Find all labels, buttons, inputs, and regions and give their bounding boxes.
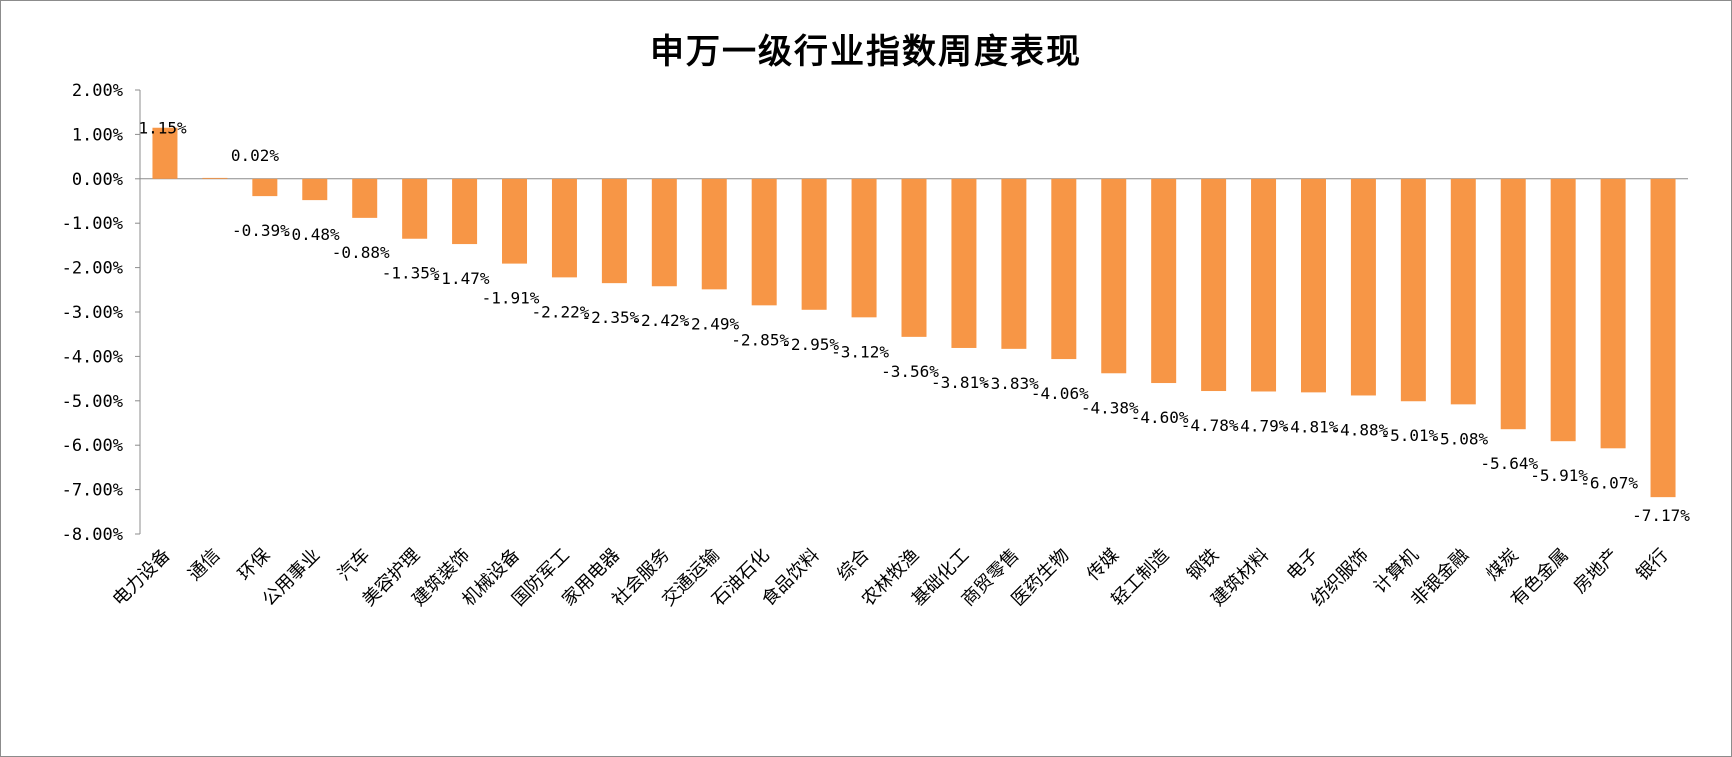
bar <box>701 178 727 290</box>
y-tick-label: -2.00% <box>62 259 123 279</box>
bar <box>651 178 677 287</box>
category-label: 房地产 <box>1570 545 1623 598</box>
data-label: -4.88% <box>1331 420 1389 439</box>
data-label: -4.78% <box>1181 416 1239 435</box>
bar <box>252 178 278 197</box>
bar <box>1350 178 1376 396</box>
bar-layer <box>152 127 1676 498</box>
y-tick-label: 2.00% <box>72 81 123 101</box>
label-layer: 1.15% 0.02% -0.39%-0.48%-0.88% -1.35%-1.47%… <box>138 119 1690 525</box>
data-label: -5.91% <box>1530 466 1588 485</box>
data-label: -5.64% <box>1480 454 1538 473</box>
data-label: -5.01% <box>1380 426 1438 445</box>
bar <box>551 178 577 278</box>
data-label: -4.38% <box>1081 398 1139 417</box>
data-label: -5.08% <box>1430 429 1488 448</box>
bar <box>452 178 478 245</box>
data-label: -0.48% <box>282 225 340 244</box>
y-tick-label: 0.00% <box>72 170 123 190</box>
bar <box>352 178 378 218</box>
bar <box>1151 178 1177 384</box>
bar <box>1300 178 1326 393</box>
bar <box>1201 178 1227 392</box>
y-tick-label: -6.00% <box>62 436 123 456</box>
data-label: -1.35% <box>382 264 440 283</box>
data-label: -1.47% <box>432 269 490 288</box>
y-tick-label: -4.00% <box>62 347 123 367</box>
bar <box>1550 178 1576 442</box>
data-label: -2.22% <box>532 302 590 321</box>
data-label: -4.60% <box>1131 408 1189 427</box>
category-label: 煤炭 <box>1482 545 1522 585</box>
data-label: -2.35% <box>581 308 639 327</box>
category-label: 电子 <box>1283 545 1323 585</box>
y-tick-label: 1.00% <box>72 125 123 145</box>
data-label: -3.81% <box>931 373 989 392</box>
y-tick-label: -3.00% <box>62 303 123 323</box>
y-tick-label: -7.00% <box>62 481 123 501</box>
category-label: 环保 <box>234 545 274 585</box>
bar <box>1650 178 1676 498</box>
category-label: 电力设备 <box>109 545 175 611</box>
data-label: -2.49% <box>681 314 739 333</box>
bar <box>502 178 528 264</box>
data-label: -1.91% <box>482 289 540 308</box>
bar <box>1450 178 1476 405</box>
axis-layer: 2.00% 1.00% 0.00% -1.00% -2.00% -3.00% -4.00% -… <box>62 81 1688 545</box>
data-label: -7.17% <box>1632 506 1690 525</box>
bar <box>1251 178 1277 392</box>
bar <box>851 178 877 318</box>
data-label: -3.12% <box>831 342 889 361</box>
bar <box>1400 178 1426 402</box>
bar <box>1101 178 1127 374</box>
category-label: 传媒 <box>1083 545 1123 585</box>
category-label: 通信 <box>184 545 224 585</box>
category-label: 汽车 <box>334 545 374 585</box>
data-label: 0.02% <box>231 146 280 165</box>
bar <box>1051 178 1077 360</box>
bar <box>402 178 428 239</box>
category-label: 综合 <box>833 545 873 585</box>
bar <box>951 178 977 348</box>
data-label: 1.15% <box>138 119 187 138</box>
bar <box>1500 178 1526 430</box>
data-label: -2.85% <box>731 330 789 349</box>
y-tick-label: -8.00% <box>62 525 123 545</box>
bar <box>601 178 627 284</box>
bar <box>901 178 927 337</box>
data-label: -4.81% <box>1281 417 1339 436</box>
bar <box>801 178 827 310</box>
data-label: -6.07% <box>1580 473 1638 492</box>
data-label: -2.42% <box>631 311 689 330</box>
data-label: -3.56% <box>881 362 939 381</box>
y-tick-label: -5.00% <box>62 392 123 412</box>
category-label: 银行 <box>1632 545 1672 585</box>
data-label: -3.83% <box>981 374 1039 393</box>
bar <box>1001 178 1027 349</box>
y-tick-label: -1.00% <box>62 214 123 234</box>
bar <box>152 127 178 179</box>
bar <box>751 178 777 306</box>
data-label: -4.06% <box>1031 384 1089 403</box>
category-label: 钢铁 <box>1183 545 1223 585</box>
bar <box>202 177 228 179</box>
data-label: -2.95% <box>781 335 839 354</box>
bar <box>302 178 328 201</box>
data-label: -0.88% <box>332 243 390 262</box>
data-label: -4.79% <box>1231 416 1289 435</box>
bar <box>1600 178 1626 449</box>
chart-title: 申万一级行业指数周度表现 <box>650 32 1082 72</box>
data-label: -0.39% <box>232 221 290 240</box>
